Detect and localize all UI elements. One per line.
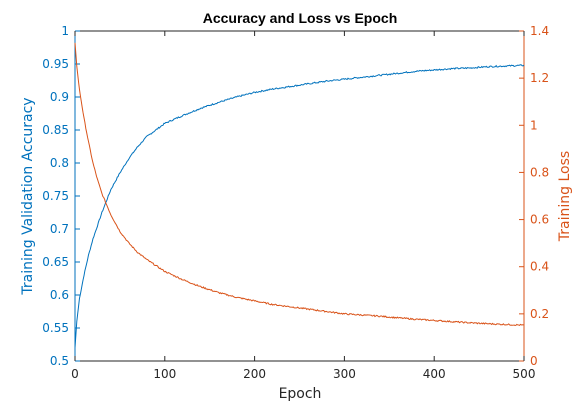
y-right-axis-label: Training Loss	[557, 151, 573, 242]
y-left-tick-label: 0.85	[42, 123, 69, 137]
axes-frame	[74, 30, 525, 362]
y-left-tick-label: 0.8	[50, 156, 69, 170]
y-left-tick-label: 0.95	[42, 57, 69, 71]
y-right-tick-label: 0.2	[530, 307, 549, 321]
y-right-tick-label: 1.4	[530, 24, 549, 38]
loss-series-line	[74, 42, 525, 327]
y-left-tick-label: 1	[61, 24, 69, 38]
y-left-tick-label: 0.7	[50, 222, 69, 236]
y-right-tick-label: 1.2	[530, 71, 549, 85]
x-tick-label: 200	[243, 367, 266, 381]
accuracy-series-line	[74, 64, 525, 348]
y-left-tick-label: 0.9	[50, 90, 69, 104]
y-right-tick-label: 0.4	[530, 260, 549, 274]
y-left-axis-label: Training Validation Accuracy	[20, 97, 36, 295]
x-tick-label: 300	[333, 367, 356, 381]
x-tick-label: 500	[513, 367, 536, 381]
y-right-tick-label: 0	[530, 354, 538, 368]
series-group	[74, 42, 525, 348]
x-axis: 0 100 200 300 400 500	[71, 31, 535, 381]
x-tick-label: 0	[71, 367, 79, 381]
x-tick-label: 400	[423, 367, 446, 381]
y-left-tick-label: 0.5	[50, 354, 69, 368]
y-right-tick-label: 0.6	[530, 213, 549, 227]
y-left-tick-label: 0.75	[42, 189, 69, 203]
x-axis-label: Epoch	[279, 386, 322, 402]
y-left-axis: 0.5 0.55 0.6 0.65 0.7 0.75 0.8 0.85 0.9 0.95 1	[42, 24, 80, 368]
y-left-tick-label: 0.6	[50, 288, 69, 302]
y-left-tick-label: 0.65	[42, 255, 69, 269]
y-left-tick-label: 0.55	[42, 321, 69, 335]
x-tick-label: 100	[153, 367, 176, 381]
y-right-axis: 0 0.2 0.4 0.6 0.8 1 1.2 1.4	[519, 24, 549, 368]
y-right-tick-label: 0.8	[530, 165, 549, 179]
chart-title: Accuracy and Loss vs Epoch	[203, 10, 398, 26]
y-right-tick-label: 1	[530, 118, 538, 132]
